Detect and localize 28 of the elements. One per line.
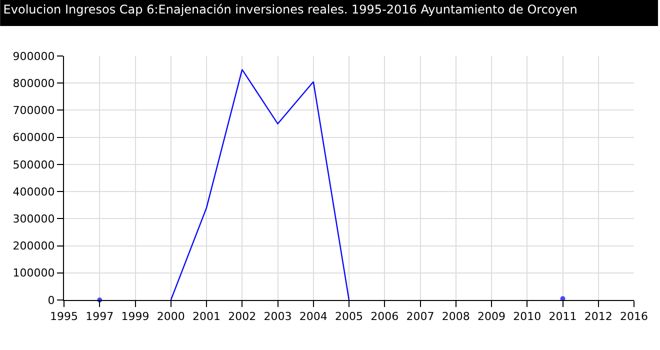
x-tick-label: 2006 (370, 310, 399, 324)
y-tick-label: 700000 (12, 104, 55, 118)
x-tick-label: 2005 (335, 310, 363, 324)
x-tick-label: 2003 (264, 310, 292, 324)
y-tick-label: 900000 (12, 50, 55, 63)
x-tick-label: 2009 (478, 310, 506, 324)
y-tick-label: 400000 (12, 185, 55, 198)
x-tick-label: 2011 (548, 310, 577, 324)
x-tick-label: 1997 (86, 310, 114, 324)
x-tick-label: 2012 (584, 310, 612, 324)
y-tick-label: 800000 (12, 76, 55, 90)
y-tick-label: 100000 (12, 266, 55, 280)
x-tick-label: 2007 (406, 310, 434, 324)
x-tick-label: 1995 (50, 310, 78, 324)
y-tick-label: 300000 (12, 212, 55, 226)
y-tick-label: 0 (48, 294, 55, 307)
x-tick-label: 2004 (299, 310, 328, 324)
y-tick-label: 200000 (12, 240, 55, 253)
x-tick-label: 2000 (156, 310, 185, 324)
x-tick-label: 2001 (192, 310, 220, 324)
y-tick-label: 500000 (12, 158, 55, 172)
y-tick-label: 600000 (12, 131, 55, 144)
x-tick-label: 1999 (121, 310, 150, 324)
x-tick-label: 2010 (513, 310, 542, 324)
chart-title: Evolucion Ingresos Cap 6:Enajenación inversiones reales. 1995-2016 Ayuntamiento de Orcoyen (3, 2, 578, 17)
x-tick-label: 2016 (620, 310, 648, 324)
x-tick-label: 2008 (442, 310, 470, 324)
x-tick-label: 2002 (228, 310, 256, 324)
